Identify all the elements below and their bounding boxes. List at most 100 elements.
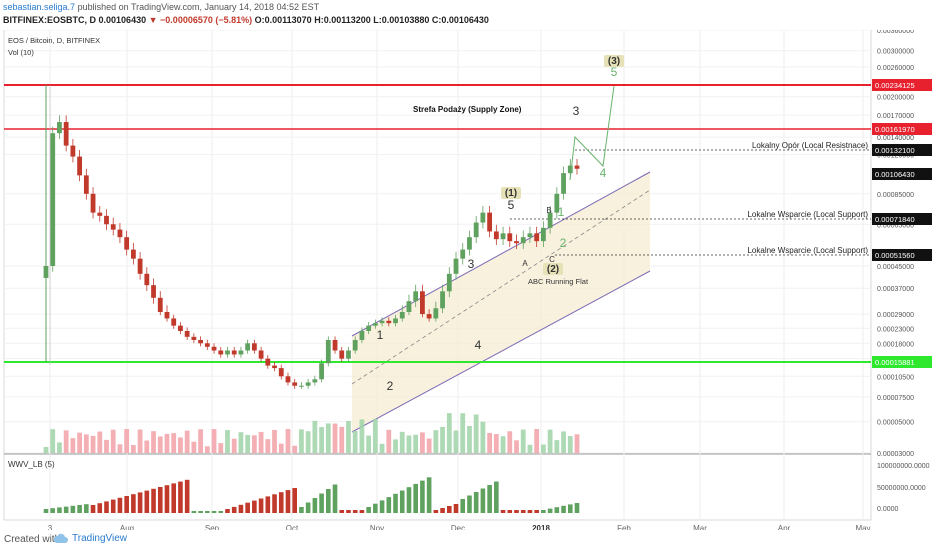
volume-bar xyxy=(406,435,412,453)
candle-body xyxy=(561,173,566,194)
candle-body xyxy=(420,291,425,315)
candle-body xyxy=(372,323,378,326)
indicator-bar xyxy=(520,510,526,513)
horizontal-levels xyxy=(4,84,871,363)
wave-label: (3) xyxy=(608,56,620,67)
wave-label: 3 xyxy=(468,257,475,271)
channel-lower-line xyxy=(351,270,651,433)
volume-bar xyxy=(561,431,566,453)
candle-body xyxy=(50,133,56,266)
candle-body xyxy=(258,350,264,359)
candle-body xyxy=(359,330,365,340)
indicator-bar xyxy=(494,481,499,513)
wave-label: (2) xyxy=(547,264,559,275)
candle-body xyxy=(567,165,573,174)
indicator-bar xyxy=(453,504,459,513)
indicator-bar xyxy=(245,502,250,513)
indicator-bar xyxy=(574,503,580,513)
x-tick-label: Mar xyxy=(693,524,707,530)
plot-frame xyxy=(3,30,872,521)
indicator-bar xyxy=(84,504,89,513)
volume-bar xyxy=(420,432,425,453)
volume-bar xyxy=(534,429,540,453)
indicator-bar xyxy=(57,507,62,513)
candle-body xyxy=(453,258,459,274)
volume-bar xyxy=(332,423,338,453)
indicator-bar xyxy=(561,505,566,513)
indicator-bar xyxy=(124,496,129,513)
volume-bar xyxy=(312,420,318,453)
indicator-bar xyxy=(440,508,445,513)
price-tag-label: 0.00015881 xyxy=(875,358,915,367)
author-link[interactable]: sebastian.seliga.7 xyxy=(3,2,76,12)
indicator-bar xyxy=(285,490,291,513)
volume-bar xyxy=(480,421,486,453)
candle-body xyxy=(500,233,506,240)
candle-body xyxy=(534,233,540,242)
candle-body xyxy=(218,350,224,355)
volume-bar xyxy=(265,439,271,453)
candle-body xyxy=(433,308,439,319)
volume-bar xyxy=(446,413,452,453)
indicator-bar xyxy=(406,487,412,513)
tradingview-logo[interactable]: TradingView xyxy=(53,532,127,544)
tradingview-brand: TradingView xyxy=(72,532,128,544)
candle-body xyxy=(251,343,257,351)
price-tag-label: 0.00071840 xyxy=(875,215,915,224)
candle-body xyxy=(292,382,298,386)
indicator-tick-label: 0.0000 xyxy=(877,506,899,513)
candle-body xyxy=(399,312,405,319)
y-tick-label: 0.00018000 xyxy=(877,341,914,348)
indicator-bar xyxy=(514,510,519,513)
candle-body xyxy=(231,350,237,355)
wave-label-box xyxy=(604,55,624,67)
abc-flat-label: ABC Running Flat xyxy=(528,277,589,286)
candle-body xyxy=(204,343,210,347)
volume-bar xyxy=(57,442,62,453)
wave-label: 2 xyxy=(387,379,394,393)
volume-bar xyxy=(460,413,466,453)
volume-bar xyxy=(413,434,419,453)
channel-midline xyxy=(351,189,651,385)
volume-bar xyxy=(70,438,76,453)
indicator-bar xyxy=(473,492,479,513)
volume-bar xyxy=(63,430,69,453)
volume-bar xyxy=(124,429,130,453)
candle-body xyxy=(473,222,479,238)
indicator-bar xyxy=(144,490,150,513)
volume-bar xyxy=(137,429,143,453)
candle-body xyxy=(574,165,580,169)
indicator-bar xyxy=(554,507,560,513)
candle-body xyxy=(285,376,291,383)
indicator-bar xyxy=(386,497,392,513)
candle-body xyxy=(493,231,499,240)
y-tick-label: 0.00005000 xyxy=(877,420,914,427)
indicator-bar xyxy=(225,509,230,513)
volume-bar xyxy=(198,429,203,453)
volume-bar xyxy=(191,441,197,453)
volume-bar xyxy=(130,445,136,453)
indicator-bar xyxy=(77,505,82,513)
indicator-bar xyxy=(151,488,156,513)
price-tag-label: 0.00161970 xyxy=(875,125,915,134)
indicator-bar xyxy=(50,508,56,513)
ticker-symbol: BITFINEX:EOSBTC, D xyxy=(3,15,97,25)
volume-bar xyxy=(171,433,177,453)
indicator-bar xyxy=(346,510,351,513)
indicator-bar xyxy=(413,483,418,513)
published-text: published on TradingView.com, January 14… xyxy=(77,2,320,12)
candle-body xyxy=(312,379,318,383)
volume-bar xyxy=(554,440,560,453)
wave-label: (1) xyxy=(505,188,517,199)
y-tick-label: 0.00260000 xyxy=(877,65,914,72)
volume-bar xyxy=(433,430,439,453)
indicator-bar xyxy=(164,485,170,513)
y-tick-label: 0.00007500 xyxy=(877,395,914,402)
volume-bar xyxy=(527,444,533,453)
volume-bar xyxy=(204,446,210,453)
indicator-bar xyxy=(359,510,365,513)
symbol-legend: EOS / Bitcoin, D, BITFINEX xyxy=(8,36,100,45)
volume-bar xyxy=(346,420,351,453)
volume-bar xyxy=(493,434,499,453)
